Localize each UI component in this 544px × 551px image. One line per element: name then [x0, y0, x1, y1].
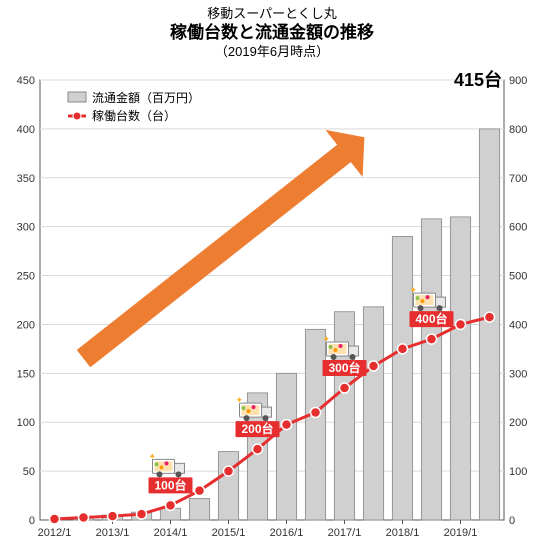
line-marker: [311, 407, 321, 417]
line-marker: [166, 500, 176, 510]
legend-bar-label: 流通金額（百万円）: [92, 90, 200, 105]
milestone-label: 200台: [241, 421, 273, 436]
left-axis-tick: 200: [17, 319, 35, 331]
left-axis-tick: 450: [17, 75, 35, 87]
line-marker: [282, 420, 292, 430]
x-axis-label: 2012/1: [38, 527, 72, 539]
milestone-label: 400台: [415, 311, 447, 326]
right-axis-tick: 500: [509, 271, 527, 283]
right-axis-tick: 400: [509, 319, 527, 331]
svg-text:✦: ✦: [236, 395, 244, 405]
chart-title: 稼働台数と流通金額の推移: [170, 22, 374, 42]
right-axis-tick: 0: [509, 515, 515, 527]
chart-supertitle: 移動スーパーとくし丸: [207, 6, 336, 21]
line-marker: [195, 486, 205, 496]
right-axis-tick: 900: [509, 75, 527, 87]
x-axis-label: 2016/1: [270, 527, 304, 539]
right-axis-tick: 300: [509, 368, 527, 380]
line-marker: [427, 334, 437, 344]
line-marker: [50, 514, 60, 524]
milestone-label: 300台: [328, 360, 360, 375]
bar: [479, 129, 499, 520]
right-axis-tick: 800: [509, 124, 527, 136]
x-axis-label: 2014/1: [154, 527, 188, 539]
line-marker: [456, 319, 466, 329]
left-axis-tick: 300: [17, 222, 35, 234]
line-marker: [108, 511, 118, 521]
line-marker: [369, 361, 379, 371]
right-axis-tick: 100: [509, 466, 527, 478]
line-marker: [398, 344, 408, 354]
x-axis-label: 2013/1: [96, 527, 130, 539]
left-axis-tick: 100: [17, 417, 35, 429]
line-marker: [224, 466, 234, 476]
milestone-label: 100台: [154, 477, 186, 492]
chart-container: 移動スーパーとくし丸稼働台数と流通金額の推移 （2019年6月時点） 0 50 100 1…: [0, 0, 544, 551]
line-marker: [340, 383, 350, 393]
combo-chart: 移動スーパーとくし丸稼働台数と流通金額の推移 （2019年6月時点） 0 50 100 1…: [0, 0, 544, 551]
x-axis-label: 2017/1: [328, 527, 362, 539]
left-axis-tick: 350: [17, 173, 35, 185]
bar: [392, 236, 412, 520]
left-axis-tick: 50: [23, 466, 35, 478]
svg-text:✦: ✦: [410, 285, 418, 295]
bar: [218, 452, 238, 520]
bar: [363, 307, 383, 520]
line-marker: [485, 312, 495, 322]
left-axis-tick: 250: [17, 271, 35, 283]
final-count-label: 415台: [454, 69, 502, 90]
svg-text:✦: ✦: [149, 451, 157, 461]
left-axis-tick: 150: [17, 368, 35, 380]
right-axis-tick: 600: [509, 222, 527, 234]
line-marker: [253, 444, 263, 454]
svg-text:✦: ✦: [323, 334, 331, 344]
right-axis-tick: 700: [509, 173, 527, 185]
chart-subtitle: （2019年6月時点）: [215, 44, 329, 59]
left-axis-tick: 0: [29, 515, 35, 527]
bar: [189, 498, 209, 520]
right-axis-tick: 200: [509, 417, 527, 429]
x-axis-label: 2018/1: [386, 527, 420, 539]
legend-line-label: 稼働台数（台）: [92, 108, 176, 123]
line-marker: [137, 509, 147, 519]
left-axis-tick: 400: [17, 124, 35, 136]
bar: [421, 219, 441, 520]
bar: [450, 217, 470, 520]
x-axis-label: 2015/1: [212, 527, 246, 539]
x-axis-label: 2019/1: [444, 527, 478, 539]
bar: [276, 373, 296, 520]
line-marker: [79, 513, 89, 523]
bar: [305, 329, 325, 520]
